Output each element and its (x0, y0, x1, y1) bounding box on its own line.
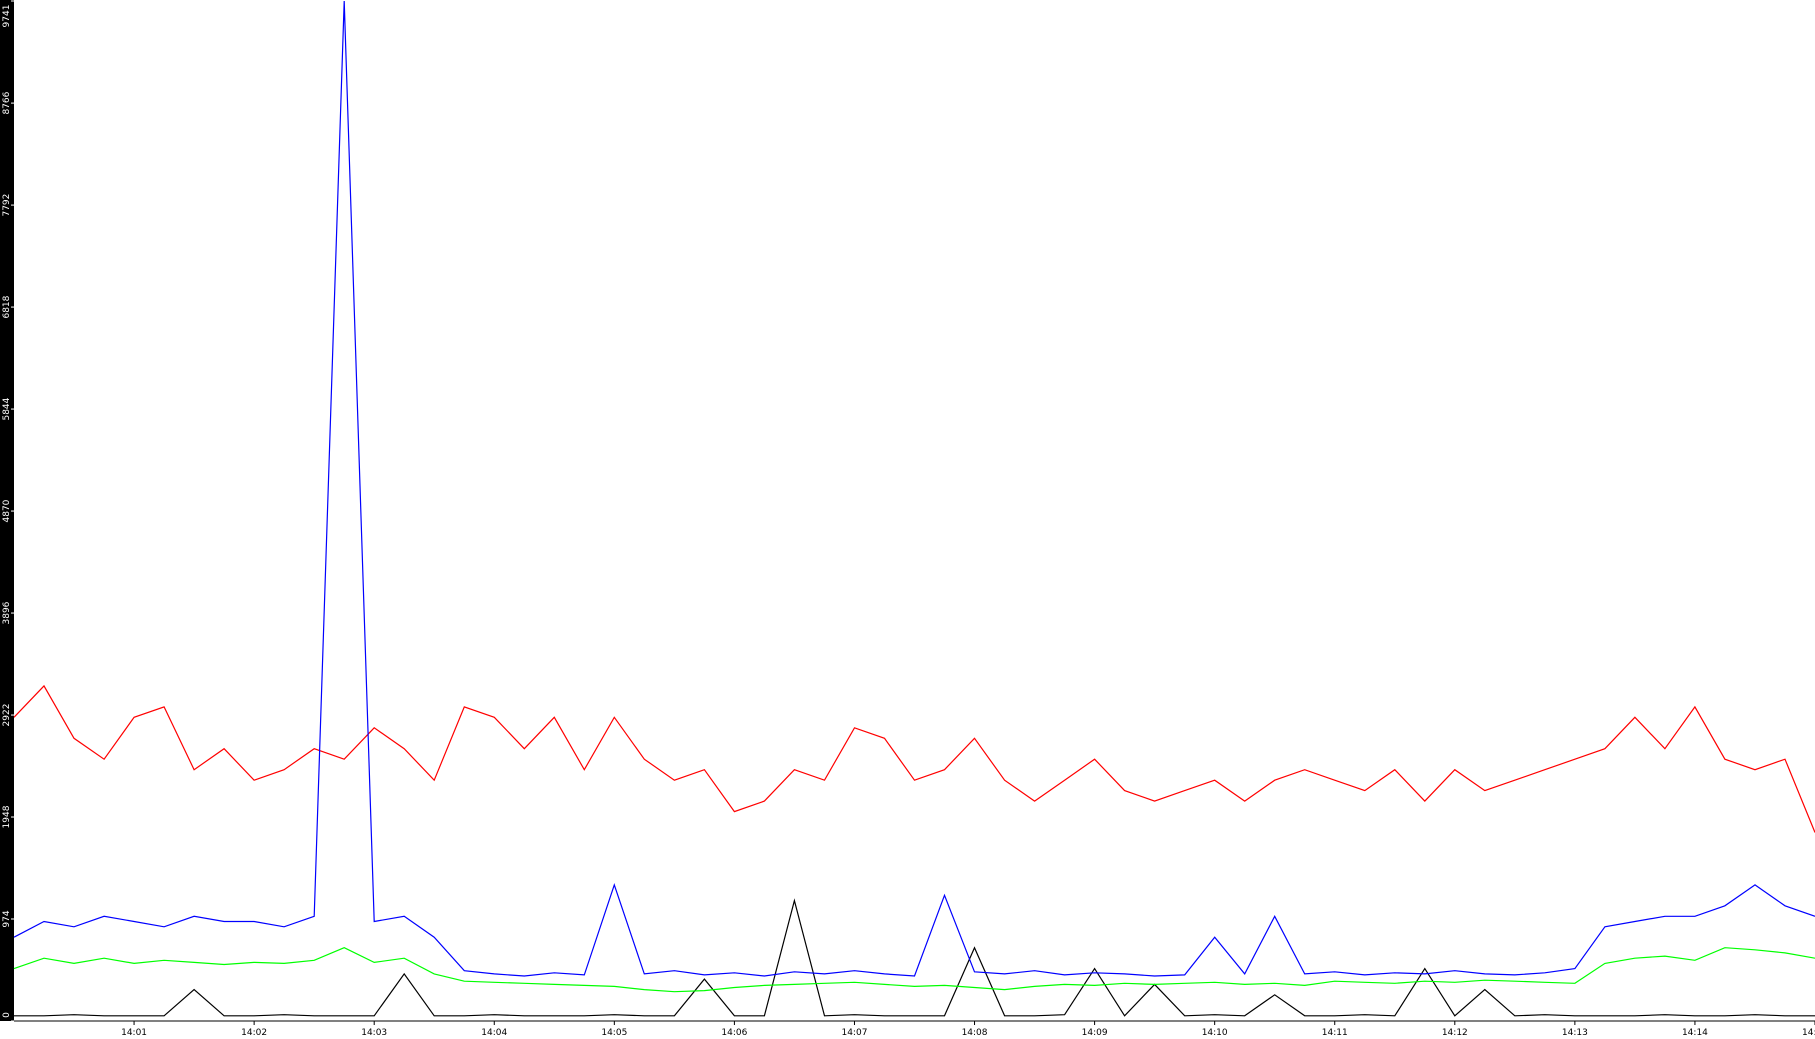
y-tick-label: 0 (2, 1012, 12, 1018)
y-tick-label: 7792 (2, 194, 12, 217)
x-tick-label: 14:15 (1802, 1028, 1815, 1038)
x-tick-label: 14:11 (1322, 1028, 1348, 1038)
y-axis-strip (0, 0, 14, 1021)
y-tick-label: 1948 (2, 805, 12, 828)
y-tick-label: 3896 (2, 601, 12, 624)
x-tick-label: 14:10 (1202, 1028, 1228, 1038)
x-tick-label: 14:08 (962, 1028, 988, 1038)
x-tick-label: 14:03 (361, 1028, 387, 1038)
x-tick-label: 14:06 (721, 1028, 747, 1038)
series-line (13, 684, 1815, 833)
x-tick-label: 14:12 (1442, 1028, 1468, 1038)
y-tick-label: 6818 (2, 295, 12, 318)
series-line (13, 947, 1815, 993)
y-tick-label: 8766 (2, 91, 12, 114)
x-tick-label: 14:13 (1562, 1028, 1588, 1038)
x-tick-label: 14:05 (601, 1028, 627, 1038)
y-tick-label: 9741 (2, 5, 12, 28)
x-tick-label: 14:14 (1682, 1028, 1708, 1038)
x-tick-label: 14:09 (1082, 1028, 1108, 1038)
x-tick-label: 14:04 (481, 1028, 507, 1038)
y-tick-label: 2922 (2, 704, 12, 727)
y-tick-label: 974 (2, 910, 12, 927)
x-tick-label: 14:01 (121, 1028, 147, 1038)
x-tick-label: 14:02 (241, 1028, 267, 1038)
series-line (13, 0, 1815, 977)
series-line (14, 898, 1815, 1017)
x-tick-label: 14:07 (841, 1028, 867, 1038)
y-tick-label: 4870 (2, 499, 12, 522)
y-tick-label: 5844 (2, 397, 12, 420)
